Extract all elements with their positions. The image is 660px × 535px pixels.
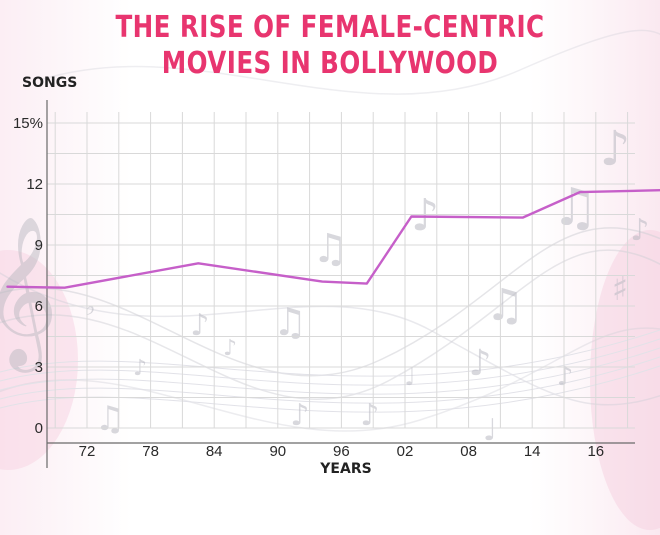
- y-tick-label: 0: [35, 420, 43, 437]
- chart-title-line-1: THE RISE OF FEMALE-CENTRIC: [115, 10, 545, 45]
- svg-text:♪: ♪: [223, 336, 237, 361]
- chart-title: THE RISE OF FEMALE-CENTRIC MOVIES IN BOL…: [0, 10, 660, 82]
- y-tick-label: 6: [35, 298, 43, 315]
- x-tick-label: 90: [269, 443, 286, 460]
- y-ticks: 0 3 6 9 12 15%: [13, 115, 43, 437]
- svg-text:♪: ♪: [133, 356, 147, 381]
- x-axis-label: YEARS: [319, 461, 371, 477]
- svg-text:♫: ♫: [552, 178, 599, 238]
- x-tick-label: 84: [206, 443, 223, 460]
- svg-text:♩: ♩: [483, 413, 497, 448]
- svg-text:♪: ♪: [190, 308, 209, 343]
- svg-text:♭: ♭: [84, 293, 95, 321]
- y-tick-label: 12: [26, 176, 43, 193]
- svg-text:♪: ♪: [630, 213, 649, 248]
- svg-text:♪: ♪: [290, 398, 309, 433]
- svg-text:♪: ♪: [600, 121, 631, 177]
- svg-text:♩: ♩: [404, 363, 415, 391]
- y-tick-label: 9: [35, 237, 43, 254]
- svg-text:♫: ♫: [485, 280, 524, 331]
- x-tick-label: 78: [142, 443, 159, 460]
- svg-text:♪: ♪: [360, 398, 379, 433]
- x-tick-label: 96: [333, 443, 350, 460]
- x-tick-label: 08: [460, 443, 477, 460]
- x-tick-label: 72: [79, 443, 96, 460]
- series-line: [6, 189, 660, 289]
- svg-text:♫: ♫: [95, 399, 125, 439]
- y-tick-label: 3: [35, 359, 43, 376]
- x-tick-label: 02: [397, 443, 414, 460]
- x-tick-label: 14: [524, 443, 541, 460]
- series: [6, 189, 660, 289]
- y-axis-label: SONGS: [22, 75, 77, 91]
- chart-title-line-2: MOVIES IN BOLLYWOOD: [161, 46, 499, 81]
- y-tick-label: 15%: [13, 115, 43, 132]
- x-tick-label: 16: [587, 443, 604, 460]
- svg-text:♪: ♪: [557, 362, 574, 392]
- grid: [47, 112, 635, 429]
- svg-text:♫: ♫: [312, 226, 348, 272]
- svg-text:♯: ♯: [612, 269, 628, 309]
- x-ticks: 72 78 84 90 96 02 08 14 16: [79, 443, 604, 460]
- svg-text:♪: ♪: [469, 343, 492, 384]
- svg-text:𝄞: 𝄞: [0, 214, 58, 373]
- axes: [46, 100, 635, 468]
